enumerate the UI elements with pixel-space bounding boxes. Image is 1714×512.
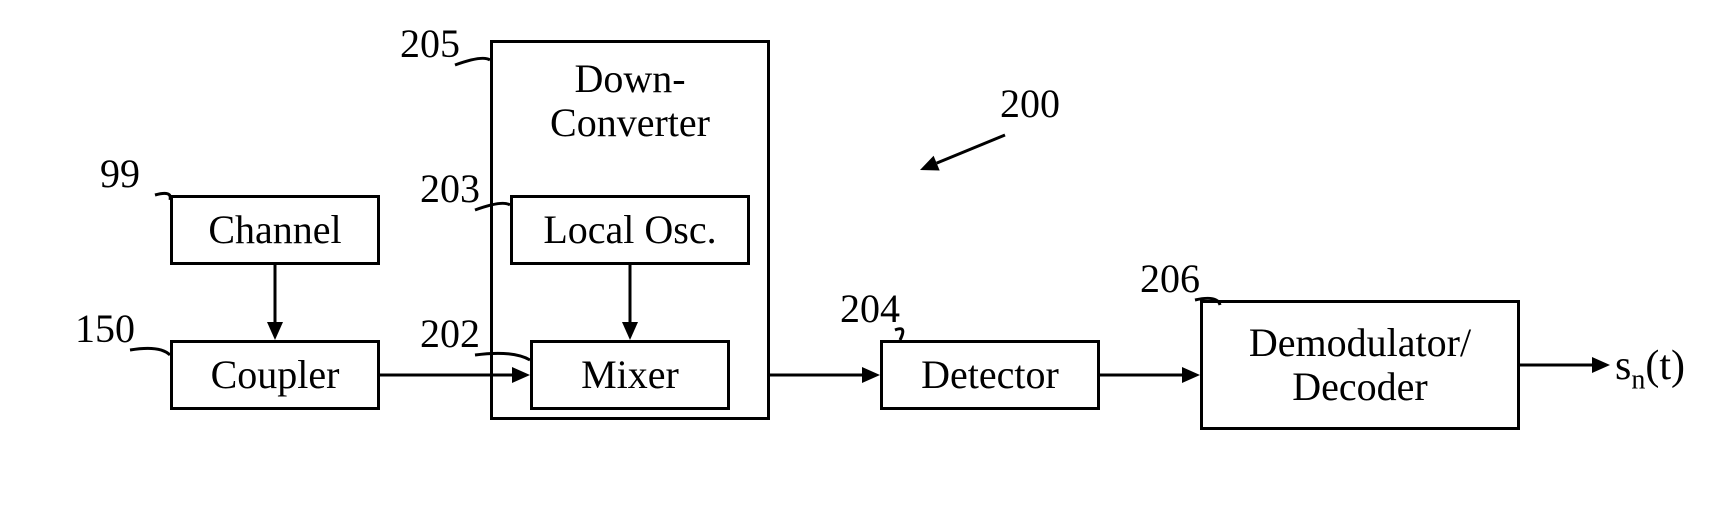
- local-osc-label: Local Osc.: [543, 208, 716, 252]
- block-channel: Channel: [170, 195, 380, 265]
- output-tail: (t): [1645, 343, 1685, 389]
- pointer-200: [937, 135, 1005, 163]
- detector-label: Detector: [921, 353, 1059, 397]
- mixer-label: Mixer: [581, 353, 679, 397]
- ref-206: 206: [1140, 255, 1200, 302]
- hook-r150: [130, 348, 170, 355]
- ref-150: 150: [75, 305, 135, 352]
- channel-label: Channel: [208, 208, 341, 252]
- hook-r205: [455, 58, 490, 65]
- block-local-osc: Local Osc.: [510, 195, 750, 265]
- block-coupler: Coupler: [170, 340, 380, 410]
- diagram-stage: Down-Converter Channel Coupler Local Osc…: [0, 0, 1714, 512]
- ref-203: 203: [420, 165, 480, 212]
- block-mixer: Mixer: [530, 340, 730, 410]
- output-label: sn(t): [1615, 342, 1685, 396]
- coupler-label: Coupler: [211, 353, 340, 397]
- ref-204: 204: [840, 285, 900, 332]
- hook-r99: [155, 193, 170, 200]
- ref-202: 202: [420, 310, 480, 357]
- ref-99: 99: [100, 150, 140, 197]
- down-converter-label: Down-Converter: [550, 57, 710, 145]
- ref-200: 200: [1000, 80, 1060, 127]
- block-demod-decoder: Demodulator/Decoder: [1200, 300, 1520, 430]
- block-detector: Detector: [880, 340, 1100, 410]
- demod-label: Demodulator/Decoder: [1249, 321, 1471, 409]
- output-sub: n: [1631, 364, 1645, 395]
- ref-205: 205: [400, 20, 460, 67]
- output-s: s: [1615, 343, 1631, 389]
